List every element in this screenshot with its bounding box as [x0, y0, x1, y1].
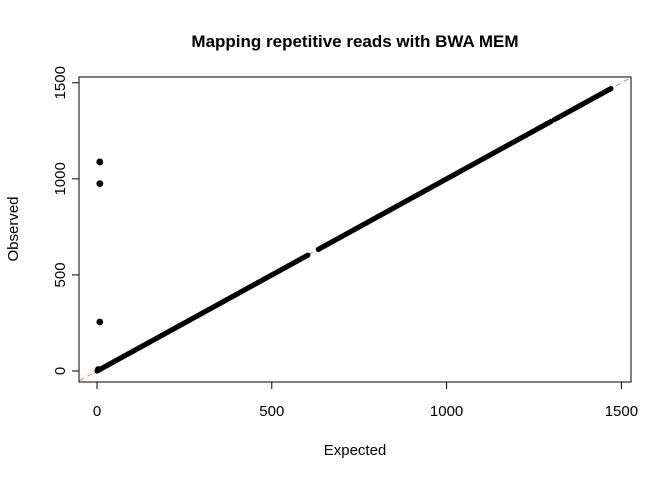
outlier-point	[96, 318, 104, 326]
y-tick-label: 0	[52, 367, 69, 375]
outlier-point	[96, 180, 104, 188]
y-axis: 0 500 1000 1500	[52, 66, 80, 375]
x-tick-label: 500	[259, 403, 284, 420]
x-tick-label: 1000	[430, 403, 463, 420]
data-point	[608, 85, 614, 92]
x-axis: 0 500 1000 1500	[93, 381, 638, 420]
outlier-point	[96, 158, 104, 166]
y-tick-label: 1000	[52, 162, 69, 195]
x-axis-label: Expected	[324, 442, 387, 459]
data-point	[305, 252, 311, 258]
chart-title: Mapping repetitive reads with BWA MEM	[191, 32, 518, 51]
outlier-point	[94, 366, 102, 373]
x-tick-label: 0	[93, 403, 101, 420]
y-tick-label: 1500	[52, 66, 69, 99]
y-tick-label: 500	[52, 262, 69, 287]
points-layer	[94, 85, 614, 374]
y-axis-label: Observed	[5, 196, 22, 261]
x-tick-label: 1500	[605, 403, 638, 420]
